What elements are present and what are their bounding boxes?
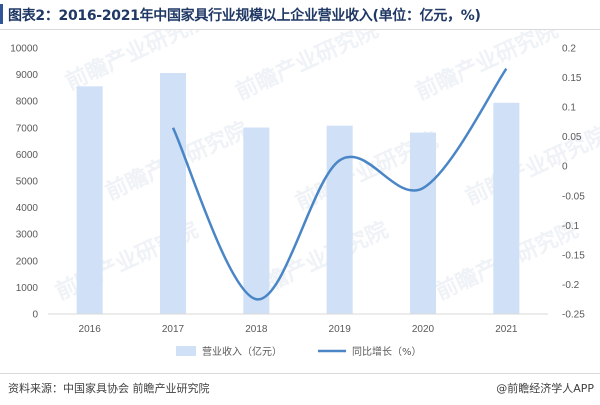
legend-line-label: 同比增长（%） <box>352 345 422 358</box>
y-left-tick-label: 0 <box>32 310 38 321</box>
x-axis: 2016 2017 2018 2019 2020 2021 <box>79 324 518 335</box>
y-right-tick-label: 0.15 <box>562 73 582 84</box>
y-right-tick-label: 0.1 <box>562 103 576 114</box>
title-divider <box>0 29 600 30</box>
x-tick-label: 2021 <box>495 324 518 335</box>
x-tick-label: 2016 <box>79 324 102 335</box>
y-left-tick-label: 2000 <box>16 256 39 267</box>
y-left-tick-label: 7000 <box>16 123 39 134</box>
bar-2021 <box>493 102 520 315</box>
x-tick-label: 2020 <box>412 324 435 335</box>
title-accent <box>0 4 3 24</box>
bar-series <box>76 73 520 315</box>
watermark-text: 前瞻产业研究院 <box>412 30 563 105</box>
bar-2017 <box>160 73 186 314</box>
bar-2018 <box>243 127 270 314</box>
y-right-axis: -0.25 -0.2 -0.15 -0.1 -0.05 0 0.05 0.1 0.15 0.2 <box>562 44 585 321</box>
x-tick-label: 2019 <box>329 324 352 335</box>
watermark-text: 前瞻产业研究院 <box>232 30 383 105</box>
x-tick-label: 2017 <box>162 324 185 335</box>
title-bar: 图表2：2016-2021年中国家具行业规模以上企业营业收入(单位：亿元，%) <box>0 0 600 30</box>
y-right-tick-label: 0.05 <box>562 132 582 143</box>
footer-divider <box>0 373 600 374</box>
y-left-tick-label: 6000 <box>16 150 39 161</box>
legend: 营业收入（亿元） 同比增长（%） <box>176 345 422 358</box>
bar-2019 <box>326 125 353 314</box>
y-left-axis: 0 1000 2000 3000 4000 5000 6000 7000 8000 9000 100… <box>10 44 38 321</box>
chart-title: 图表2：2016-2021年中国家具行业规模以上企业营业收入(单位：亿元，%) <box>8 8 481 24</box>
y-right-tick-label: -0.2 <box>562 280 580 291</box>
y-left-tick-label: 10000 <box>10 44 38 55</box>
bar-2016 <box>76 86 103 314</box>
y-left-tick-label: 8000 <box>16 97 39 108</box>
y-right-tick-label: -0.1 <box>562 221 580 232</box>
bar-2020 <box>410 132 436 314</box>
y-right-tick-label: -0.05 <box>562 191 585 202</box>
y-left-tick-label: 9000 <box>16 70 39 81</box>
footer-brand: @前瞻经济学人APP <box>496 382 594 395</box>
watermark-text: 前瞻产业研究院 <box>62 30 213 95</box>
y-right-tick-label: -0.25 <box>562 310 585 321</box>
growth-line-series <box>171 67 508 301</box>
y-left-tick-label: 1000 <box>16 283 39 294</box>
x-tick-label: 2018 <box>245 324 268 335</box>
y-left-tick-label: 4000 <box>16 203 39 214</box>
y-left-tick-label: 3000 <box>16 230 39 241</box>
footer-source: 资料来源：中国家具协会 前瞻产业研究院 <box>8 382 210 395</box>
y-right-tick-label: 0.2 <box>562 44 576 55</box>
legend-bar-label: 营业收入（亿元） <box>202 345 282 358</box>
y-left-tick-label: 5000 <box>16 177 39 188</box>
legend-bar-swatch <box>176 346 196 356</box>
y-right-tick-label: -0.15 <box>562 250 585 261</box>
y-right-tick-label: 0 <box>562 162 568 173</box>
